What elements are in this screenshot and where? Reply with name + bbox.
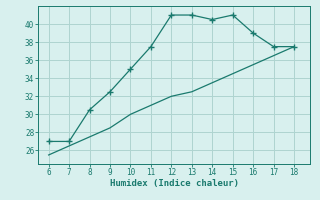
X-axis label: Humidex (Indice chaleur): Humidex (Indice chaleur) [110,179,239,188]
